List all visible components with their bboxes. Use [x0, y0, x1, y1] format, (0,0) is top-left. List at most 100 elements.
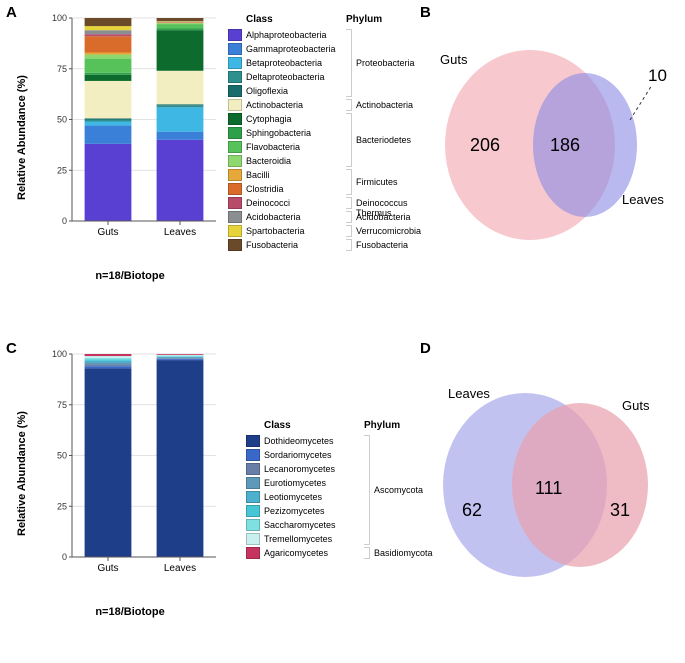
- bar-segment: [157, 28, 204, 30]
- bar-segment: [85, 118, 132, 119]
- bar-segment: [157, 359, 204, 360]
- bar-segment: [157, 140, 204, 221]
- legend-class-label: Dothideomycetes: [264, 436, 364, 446]
- bar-segment: [85, 359, 132, 361]
- panel-a-ylabel: Relative Abundance (%): [16, 75, 28, 200]
- legend-row: Deltaproteobacteria: [228, 70, 424, 84]
- legend-class-label: Lecanoromycetes: [264, 464, 364, 474]
- svg-text:25: 25: [57, 501, 67, 511]
- legend-swatch: [246, 519, 260, 531]
- bar-segment: [157, 105, 204, 107]
- bar-segment: [157, 355, 204, 356]
- panel-c-legend: ClassPhylumDothideomycetesSordariomycete…: [246, 420, 442, 560]
- svg-text:75: 75: [57, 64, 67, 74]
- venn-right-label: Guts: [622, 398, 649, 413]
- bar-segment: [85, 365, 132, 367]
- bar-segment: [157, 23, 204, 24]
- bar-segment: [157, 356, 204, 357]
- panel-d-label: D: [420, 340, 431, 357]
- legend-header-phylum: Phylum: [346, 14, 424, 25]
- legend-swatch: [228, 43, 242, 55]
- venn-left-label: Guts: [440, 52, 467, 67]
- legend-class-label: Pezizomycetes: [264, 506, 364, 516]
- legend-class-label: Bacilli: [246, 170, 346, 180]
- bar-segment: [85, 55, 132, 59]
- bar-segment: [85, 81, 132, 119]
- legend-swatch: [228, 71, 242, 83]
- legend-class-label: Bacteroidia: [246, 156, 346, 166]
- bar-segment: [157, 356, 204, 357]
- panel-c-chart: 0255075100GutsLeaves: [40, 350, 220, 585]
- legend-class-label: Fusobacteria: [246, 240, 346, 250]
- legend-phylum-label: Basidiomycota: [374, 548, 433, 558]
- legend-class-label: Betaproteobacteria: [246, 58, 346, 68]
- legend-class-label: Tremellomycetes: [264, 534, 364, 544]
- legend-swatch: [228, 183, 242, 195]
- bar-segment: [85, 363, 132, 365]
- legend-phylum-label: Firmicutes: [356, 177, 398, 187]
- bar-segment: [85, 368, 132, 557]
- bar-segment: [85, 75, 132, 81]
- legend-class-label: Deltaproteobacteria: [246, 72, 346, 82]
- legend-swatch: [246, 491, 260, 503]
- svg-text:75: 75: [57, 400, 67, 410]
- legend-swatch: [228, 99, 242, 111]
- bar-segment: [85, 366, 132, 368]
- legend-row: Alphaproteobacteria: [228, 28, 424, 42]
- panel-c-label: C: [6, 340, 17, 357]
- legend-phylum-label: Actinobacteria: [356, 100, 413, 110]
- svg-text:Leaves: Leaves: [164, 227, 196, 238]
- legend-row: Cytophagia: [228, 112, 424, 126]
- legend-phylum-label: Fusobacteria: [356, 240, 408, 250]
- svg-text:Leaves: Leaves: [164, 563, 196, 574]
- legend-class-label: Clostridia: [246, 184, 346, 194]
- legend-row: Saccharomycetes: [246, 518, 442, 532]
- svg-text:50: 50: [57, 115, 67, 125]
- legend-swatch: [228, 29, 242, 41]
- legend-swatch: [246, 463, 260, 475]
- venn-left-only: 206: [470, 135, 500, 156]
- bar-segment: [85, 354, 132, 356]
- legend-phylum-label: Bacteriodetes: [356, 135, 411, 145]
- svg-text:100: 100: [52, 350, 67, 359]
- bar-segment: [85, 122, 132, 126]
- legend-class-label: Alphaproteobacteria: [246, 30, 346, 40]
- bar-segment: [85, 53, 132, 55]
- venn-left-label: Leaves: [448, 386, 490, 401]
- svg-text:0: 0: [62, 552, 67, 562]
- bar-segment: [85, 356, 132, 358]
- panel-b-label: B: [420, 4, 431, 21]
- venn-right-only: 10: [648, 66, 667, 86]
- bar-segment: [157, 132, 204, 140]
- legend-phylum-label: Acidobacteria: [356, 212, 411, 222]
- panel-a-legend: ClassPhylumAlphaproteobacteriaGammaprote…: [228, 14, 424, 252]
- legend-class-label: Eurotiomycetes: [264, 478, 364, 488]
- legend-swatch: [228, 113, 242, 125]
- bar-segment: [157, 30, 204, 71]
- bar-segment: [157, 104, 204, 105]
- legend-class-label: Oligoflexia: [246, 86, 346, 96]
- bar-segment: [85, 36, 132, 52]
- legend-header-class: Class: [264, 420, 364, 431]
- svg-text:100: 100: [52, 14, 67, 23]
- bar-segment: [157, 358, 204, 359]
- venn-intersection: 111: [535, 478, 562, 499]
- legend-swatch: [246, 547, 260, 559]
- legend-class-label: Flavobacteria: [246, 142, 346, 152]
- legend-swatch: [228, 197, 242, 209]
- bar-segment: [85, 34, 132, 36]
- svg-text:0: 0: [62, 216, 67, 226]
- legend-class-label: Deinococci: [246, 198, 346, 208]
- panel-b-venn: 20618610GutsLeaves: [430, 30, 680, 250]
- legend-class-label: Sphingobacteria: [246, 128, 346, 138]
- legend-row: Gammaproteobacteria: [228, 42, 424, 56]
- bar-segment: [85, 361, 132, 363]
- legend-swatch: [228, 225, 242, 237]
- legend-swatch: [228, 211, 242, 223]
- venn-right-label: Leaves: [622, 192, 664, 207]
- legend-swatch: [246, 449, 260, 461]
- panel-a-chart: 0255075100GutsLeaves: [40, 14, 220, 249]
- legend-row: Sordariomycetes: [246, 448, 442, 462]
- bar-segment: [157, 71, 204, 104]
- bar-segment: [85, 120, 132, 122]
